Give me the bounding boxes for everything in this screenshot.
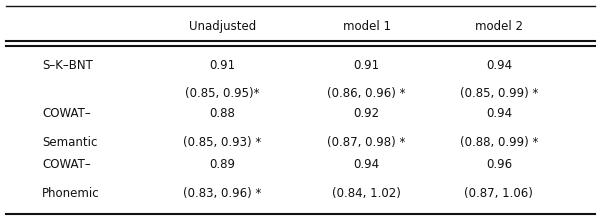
Text: 0.94: 0.94 xyxy=(486,59,512,72)
Text: model 1: model 1 xyxy=(343,20,391,33)
Text: (0.84, 1.02): (0.84, 1.02) xyxy=(332,187,401,200)
Text: Unadjusted: Unadjusted xyxy=(189,20,256,33)
Text: (0.87, 0.98) *: (0.87, 0.98) * xyxy=(328,136,406,149)
Text: Semantic: Semantic xyxy=(42,136,97,149)
Text: Phonemic: Phonemic xyxy=(42,187,100,200)
Text: 0.96: 0.96 xyxy=(486,158,512,171)
Text: (0.88, 0.99) *: (0.88, 0.99) * xyxy=(460,136,538,149)
Text: 0.91: 0.91 xyxy=(353,59,380,72)
Text: (0.85, 0.99) *: (0.85, 0.99) * xyxy=(460,88,538,100)
Text: (0.85, 0.95)*: (0.85, 0.95)* xyxy=(185,88,260,100)
Text: (0.85, 0.93) *: (0.85, 0.93) * xyxy=(183,136,261,149)
Text: 0.94: 0.94 xyxy=(353,158,380,171)
Text: model 2: model 2 xyxy=(475,20,523,33)
Text: 0.88: 0.88 xyxy=(209,107,236,120)
Text: 0.91: 0.91 xyxy=(209,59,236,72)
Text: (0.87, 1.06): (0.87, 1.06) xyxy=(465,187,533,200)
Text: COWAT–: COWAT– xyxy=(42,107,91,120)
Text: 0.92: 0.92 xyxy=(353,107,380,120)
Text: COWAT–: COWAT– xyxy=(42,158,91,171)
Text: 0.94: 0.94 xyxy=(486,107,512,120)
Text: (0.83, 0.96) *: (0.83, 0.96) * xyxy=(183,187,261,200)
Text: (0.86, 0.96) *: (0.86, 0.96) * xyxy=(328,88,406,100)
Text: 0.89: 0.89 xyxy=(209,158,236,171)
Text: S–K–BNT: S–K–BNT xyxy=(42,59,93,72)
